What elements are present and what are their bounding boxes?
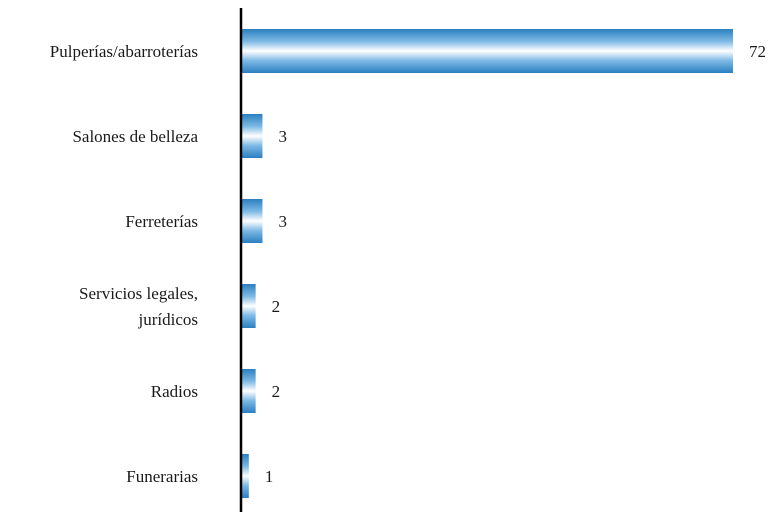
bar-2: [242, 199, 262, 243]
category-label-1: Salones de belleza: [72, 127, 198, 146]
bar-1: [242, 114, 262, 158]
category-label-0: Pulperías/abarroterías: [50, 42, 198, 61]
value-label-5: 1: [265, 467, 274, 486]
value-label-3: 2: [272, 297, 281, 316]
category-label-3-line-1: jurídicos: [138, 310, 199, 329]
category-label-3-line-0: Servicios legales,: [79, 284, 198, 303]
value-label-0: 72: [749, 42, 766, 61]
bar-0: [242, 29, 733, 73]
category-label-2: Ferreterías: [125, 212, 198, 231]
category-label-5: Funerarias: [126, 467, 198, 486]
value-label-4: 2: [272, 382, 281, 401]
value-labels: 72 3 3 2 2 1: [265, 42, 766, 486]
category-labels: Pulperías/abarroterías Salones de belleza…: [50, 42, 199, 486]
value-label-2: 3: [278, 212, 287, 231]
bar-3: [242, 284, 256, 328]
category-label-4: Radios: [151, 382, 198, 401]
bar-5: [242, 454, 249, 498]
bars: [242, 29, 733, 498]
value-label-1: 3: [278, 127, 287, 146]
bar-4: [242, 369, 256, 413]
